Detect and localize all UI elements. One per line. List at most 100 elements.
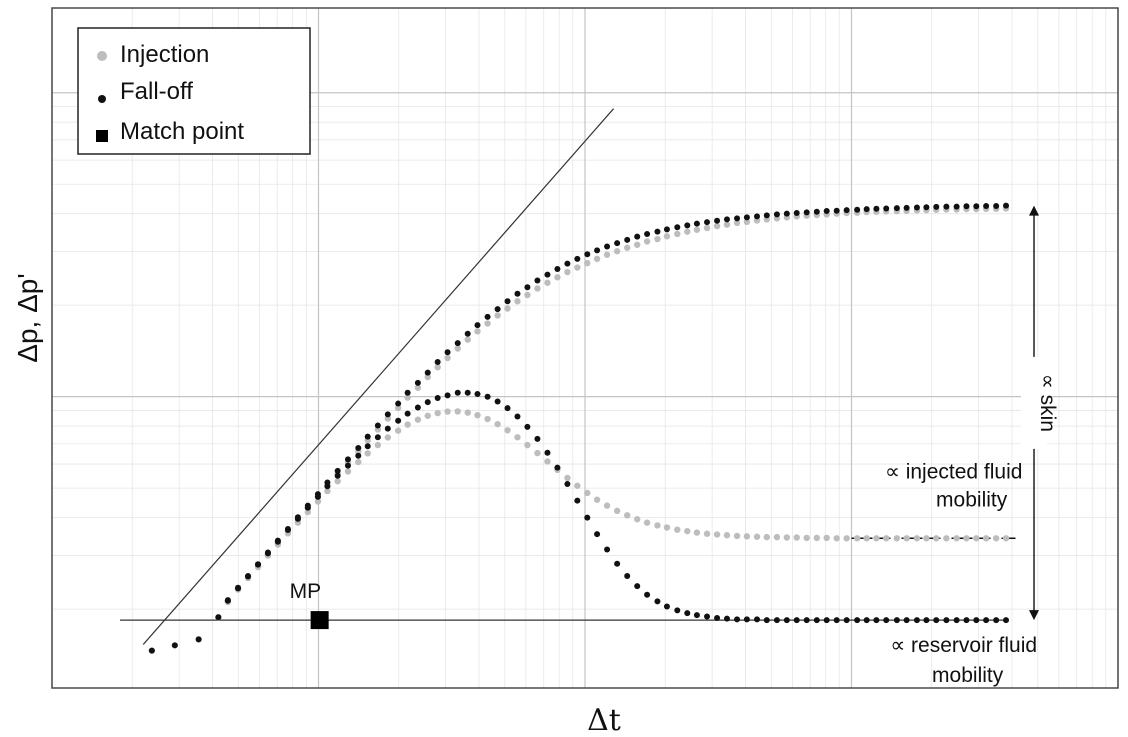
falloff-pressure-point (171, 642, 178, 649)
falloff-derivative-point (294, 515, 301, 522)
falloff-derivative-point (544, 449, 551, 456)
injection-derivative-point (464, 409, 471, 416)
injection-derivative-point (713, 531, 721, 538)
falloff-pressure-point (614, 240, 621, 247)
falloff-pressure-point (594, 247, 601, 254)
injection-derivative-point (444, 408, 451, 415)
legend-marker-match-point (96, 130, 108, 142)
injection-derivative-point (893, 535, 901, 542)
injection-derivative-point (663, 524, 671, 531)
injection-derivative-point (733, 532, 741, 540)
falloff-derivative-point (883, 617, 890, 624)
falloff-derivative-point (284, 527, 291, 534)
falloff-derivative-point (554, 464, 561, 471)
falloff-derivative-point (235, 585, 242, 592)
injection-pressure-point (624, 244, 631, 251)
falloff-pressure-point (763, 212, 770, 219)
injection-pressure-point (723, 221, 731, 228)
legend-label-falloff: Fall-off (120, 78, 193, 105)
falloff-derivative-point (364, 443, 371, 450)
falloff-derivative-point (274, 538, 281, 545)
falloff-pressure-point (704, 219, 711, 226)
falloff-derivative-point (963, 617, 970, 624)
injection-pressure-point (484, 320, 491, 327)
falloff-pressure-point (424, 369, 431, 376)
falloff-derivative-point (484, 393, 491, 400)
injection-derivative-point (773, 533, 781, 541)
falloff-pressure-point (624, 236, 631, 243)
falloff-pressure-point (734, 215, 741, 222)
injection-derivative-point (674, 526, 681, 533)
falloff-derivative-point (355, 452, 362, 459)
falloff-pressure-point (454, 340, 461, 347)
falloff-derivative-point (674, 607, 681, 614)
injection-derivative-point (593, 496, 601, 503)
falloff-pressure-point (823, 208, 830, 215)
skin-arrow-head-bottom (1029, 610, 1040, 621)
falloff-derivative-point (903, 617, 910, 624)
injection-derivative-point (992, 535, 1000, 542)
falloff-derivative-point (514, 413, 521, 420)
unit-slope-line (142, 108, 615, 645)
injection-pressure-point (554, 274, 561, 281)
falloff-derivative-point (863, 617, 870, 624)
injection-derivative-point (763, 533, 770, 541)
falloff-pressure-point (754, 213, 761, 220)
injection-derivative-point (314, 498, 322, 505)
injection-pressure-point (514, 298, 521, 305)
injection-pressure-point (593, 255, 601, 263)
falloff-pressure-point (574, 255, 581, 262)
injection-pressure-point (713, 222, 721, 230)
annotation-reservoir-line-1: ∝ reservoir fluid (890, 634, 1037, 657)
falloff-derivative-point (604, 546, 611, 553)
injection-derivative-point (813, 534, 821, 542)
falloff-derivative-point (574, 497, 581, 504)
falloff-derivative-point (943, 617, 950, 624)
injection-derivative-point (723, 532, 731, 539)
injection-derivative-point (344, 468, 352, 475)
injection-pressure-point (643, 238, 651, 245)
falloff-pressure-point (693, 220, 700, 227)
falloff-derivative-point (654, 598, 661, 605)
falloff-pressure-point (873, 205, 880, 212)
legend: Injection Fall-off Match point (77, 27, 311, 155)
falloff-derivative-point (255, 561, 262, 568)
falloff-pressure-point (334, 467, 341, 474)
falloff-pressure-point (584, 251, 591, 258)
injection-derivative-point (743, 533, 751, 540)
injection-pressure-point (663, 233, 671, 240)
falloff-pressure-point (414, 379, 421, 386)
injection-derivative-point (564, 474, 571, 482)
injection-pressure-point (584, 259, 591, 267)
legend-label-match-point: Match point (120, 118, 244, 145)
falloff-pressure-point (395, 400, 402, 407)
falloff-derivative-point (684, 610, 691, 617)
falloff-derivative-point (813, 617, 820, 624)
falloff-derivative-point (1003, 617, 1010, 624)
injection-derivative-point (404, 421, 411, 428)
injection-derivative-point (783, 534, 791, 541)
injection-pressure-point (603, 251, 611, 258)
injection-pressure-point (564, 268, 571, 276)
injection-derivative-point (324, 487, 331, 495)
falloff-derivative-point (374, 434, 381, 441)
falloff-derivative-point (893, 617, 900, 624)
annotation-skin: ∝ skin (1036, 374, 1059, 432)
falloff-pressure-point (1003, 202, 1010, 209)
falloff-pressure-point (714, 217, 721, 224)
falloff-derivative-point (504, 405, 511, 412)
falloff-pressure-point (913, 204, 920, 211)
falloff-pressure-point (684, 222, 691, 229)
falloff-derivative-point (953, 617, 960, 624)
injection-derivative-point (803, 534, 810, 542)
falloff-pressure-point (494, 306, 501, 313)
annotations: MP ∝ injected fluid mobility ∝ reservoir… (290, 374, 1059, 687)
falloff-pressure-point (524, 284, 531, 291)
falloff-pressure-point (514, 290, 521, 297)
injection-derivative-point (903, 535, 910, 542)
falloff-pressure-point (474, 322, 481, 329)
injection-derivative-point (913, 535, 921, 542)
injection-derivative-point (863, 535, 870, 542)
injection-derivative-point (823, 534, 830, 542)
